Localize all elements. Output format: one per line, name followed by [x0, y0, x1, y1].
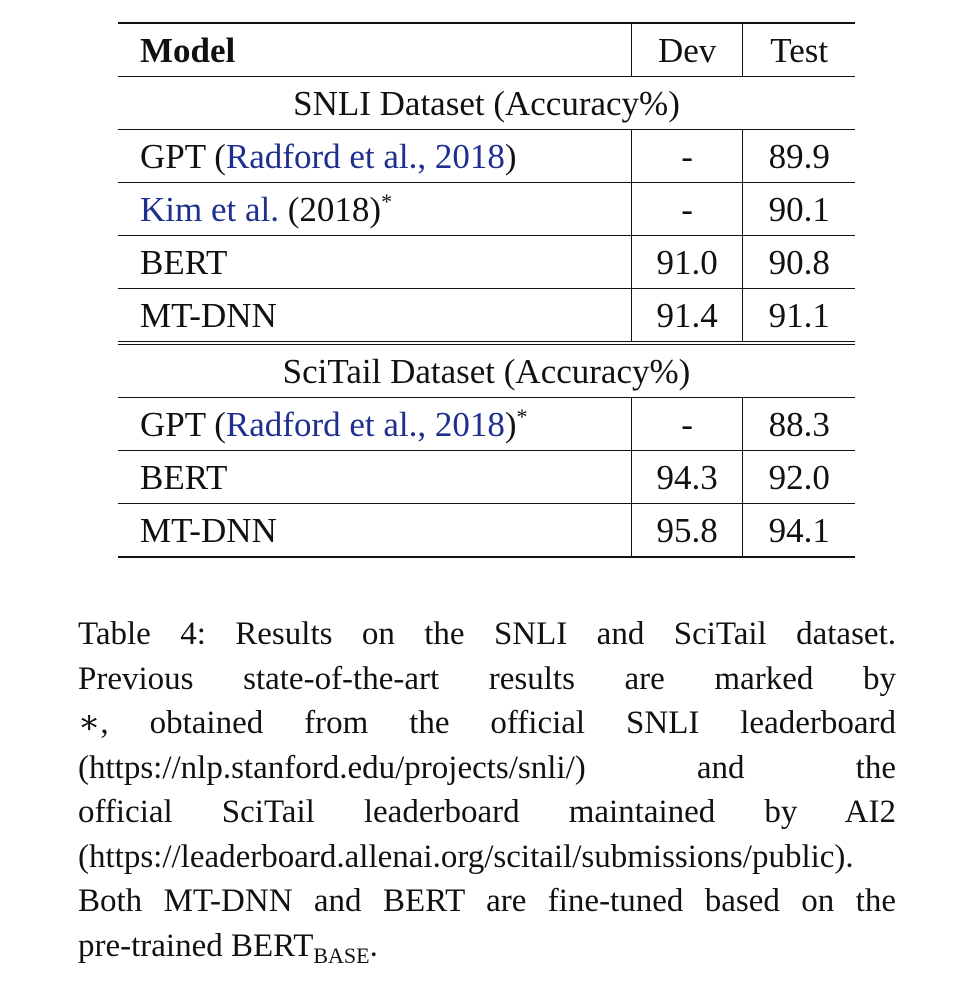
- table-row: GPT (Radford et al., 2018) - 89.9: [118, 129, 855, 183]
- model-cell: GPT (Radford et al., 2018): [118, 129, 632, 183]
- test-cell-best: 91.1: [742, 288, 855, 345]
- subscript: BASE: [313, 942, 370, 968]
- model-cell: BERT: [118, 235, 632, 289]
- dev-cell: -: [630, 182, 743, 236]
- caption-line: Table 4: Results on the SNLI and SciTail…: [78, 616, 896, 652]
- model-cell: MT-DNN: [118, 288, 632, 345]
- citation-link[interactable]: Kim et al.: [140, 190, 279, 229]
- test-cell: 89.9: [742, 129, 855, 183]
- caption-line: (https://leaderboard.allenai.org/scitail…: [78, 838, 854, 875]
- dev-cell: -: [630, 129, 743, 183]
- test-cell: 92.0: [742, 450, 855, 504]
- header-test: Test: [742, 22, 855, 77]
- section-row-snli: SNLI Dataset (Accuracy%): [118, 76, 855, 130]
- table-header-row: Model Dev Test: [118, 22, 855, 77]
- dev-cell-best: 95.8: [630, 503, 743, 558]
- dev-cell-best: 91.4: [630, 288, 743, 345]
- caption-line-last: pre-trained BERTBASE.: [78, 927, 378, 968]
- sota-marker: *: [516, 404, 528, 429]
- results-table: Model Dev Test SNLI Dataset (Accuracy%) …: [118, 22, 855, 558]
- table-caption: Table 4: Results on the SNLI and SciTail…: [78, 612, 896, 978]
- citation-link[interactable]: Radford et al., 2018: [225, 405, 505, 444]
- header-model: Model: [118, 22, 632, 77]
- sota-marker: *: [381, 189, 393, 214]
- caption-line: ∗, obtained from the official SNLI leade…: [78, 705, 896, 741]
- table-row: Kim et al. (2018)* - 90.1: [118, 182, 855, 236]
- table-row: MT-DNN 95.8 94.1: [118, 503, 855, 558]
- model-cell: Kim et al. (2018)*: [118, 182, 632, 236]
- model-cell: BERT: [118, 450, 632, 504]
- dev-cell: 91.0: [630, 235, 743, 289]
- test-cell: 88.3: [742, 397, 855, 451]
- model-cell: MT-DNN: [118, 503, 632, 558]
- section-title-snli: SNLI Dataset (Accuracy%): [118, 76, 855, 130]
- dev-cell: 94.3: [630, 450, 743, 504]
- header-dev: Dev: [630, 22, 743, 77]
- section-title-scitail: SciTail Dataset (Accuracy%): [118, 343, 855, 398]
- table-row: GPT (Radford et al., 2018)* - 88.3: [118, 397, 855, 451]
- caption-line: official SciTail leaderboard maintained …: [78, 794, 896, 830]
- test-cell: 90.1: [742, 182, 855, 236]
- dev-cell: -: [630, 397, 743, 451]
- caption-line: (https://nlp.stanford.edu/projects/snli/…: [78, 749, 896, 786]
- test-cell-best: 94.1: [742, 503, 855, 558]
- test-cell: 90.8: [742, 235, 855, 289]
- table-row: BERT 94.3 92.0: [118, 450, 855, 504]
- table-row: BERT 91.0 90.8: [118, 235, 855, 289]
- caption-line: Previous state-of-the-art results are ma…: [78, 660, 896, 697]
- table-row: MT-DNN 91.4 91.1: [118, 288, 855, 345]
- section-row-scitail: SciTail Dataset (Accuracy%): [118, 343, 855, 398]
- caption-line: Both MT-DNN and BERT are fine-tuned base…: [78, 883, 896, 919]
- model-cell: GPT (Radford et al., 2018)*: [118, 397, 632, 451]
- citation-link[interactable]: Radford et al., 2018: [225, 136, 505, 176]
